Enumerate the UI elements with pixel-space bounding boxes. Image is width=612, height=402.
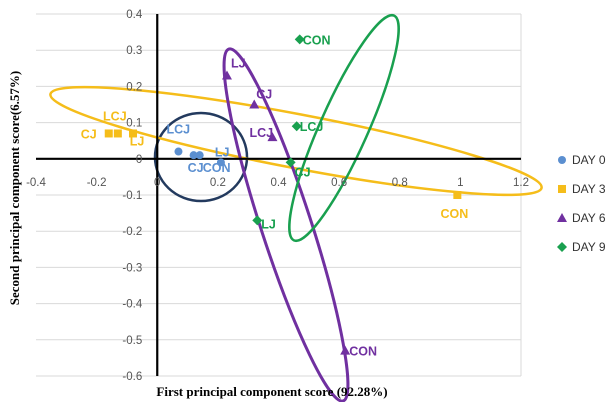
x-tick-label: 0.6: [331, 177, 347, 189]
legend-marker-day-3: [558, 185, 566, 193]
y-tick-label: -0.1: [122, 190, 142, 202]
axes: [36, 14, 521, 376]
x-tick-labels: -0.4 -0.2 0 0.2 0.4 0.6 0.8 1 1.2: [26, 177, 529, 189]
point-label-day-9-cj: CJ: [295, 165, 311, 179]
legend-label-day-0: DAY 0: [572, 153, 606, 167]
point-label-day-3-con: CON: [440, 207, 468, 221]
point-label-day-9-lcj: LCJ: [300, 120, 324, 134]
legend-marker-day-0: [558, 156, 566, 164]
point-label-day-0-cj: CJ: [188, 161, 204, 175]
legend-marker-day-6: [557, 213, 567, 222]
y-tick-label: -0.6: [122, 371, 142, 383]
data-point-day-0-lcj: [174, 147, 183, 156]
ellipse-day-3: [49, 85, 543, 197]
point-label-day-3-lcj: LCJ: [103, 109, 127, 123]
ellipse-day-6: [222, 47, 350, 402]
data-point-day-3-cj: [104, 129, 113, 138]
point-label-day-6-lcj: LCJ: [249, 126, 273, 140]
data-point-day-3-lj: [129, 129, 137, 138]
y-tick-label: 0.3: [126, 45, 142, 57]
data-point-day-3-con: [453, 191, 462, 199]
x-tick-label: 0.2: [210, 177, 226, 189]
data-point-day-6-cj: [249, 99, 260, 109]
point-label-day-6-lj: LJ: [231, 57, 246, 71]
legend: DAY 0 DAY 3 DAY 6 DAY 9: [557, 153, 606, 254]
legend-marker-day-9: [557, 242, 567, 252]
ellipse-day-0: [153, 111, 249, 203]
y-tick-label: 0.4: [126, 9, 143, 21]
gridlines: [36, 13, 522, 377]
legend-label-day-3: DAY 3: [572, 182, 606, 196]
x-tick-label: -0.2: [87, 177, 107, 189]
data-point-day-0-lj: [216, 158, 225, 167]
data-point-day-3-lcj: [113, 129, 122, 138]
point-label-day-6-cj: CJ: [256, 88, 272, 102]
y-tick-labels: 0.4 0.3 0.2 0.1 0 -0.1 -0.2 -0.3 -0.4 -0.5 -0.6: [122, 9, 142, 383]
x-tick-label: 0.4: [271, 177, 288, 189]
point-label-day-6-con: CON: [349, 345, 377, 359]
y-tick-label: -0.2: [122, 226, 142, 238]
data-points: [104, 34, 462, 355]
point-label-day-3-lj: LJ: [130, 134, 145, 148]
x-tick-label: -0.4: [26, 177, 46, 189]
data-point-day-0-con: [195, 151, 204, 160]
data-point-day-9-cj: [285, 157, 296, 168]
point-label-day-9-lj: LJ: [261, 217, 276, 231]
data-point-day-6-con: [340, 345, 351, 355]
point-label-day-3-cj: CJ: [81, 127, 97, 141]
data-point-day-6-lcj: [267, 132, 278, 142]
legend-label-day-9: DAY 9: [572, 240, 606, 254]
x-tick-label: 1.2: [513, 177, 529, 189]
y-tick-label: 0.1: [126, 118, 142, 130]
data-point-day-9-con: [294, 34, 305, 45]
y-tick-label: -0.4: [122, 299, 142, 311]
data-point-day-0-cj: [189, 151, 198, 160]
point-label-day-9-con: CON: [303, 33, 331, 47]
x-tick-label: 0: [154, 177, 160, 189]
x-tick-label: 0.8: [392, 177, 408, 189]
data-point-day-9-lj: [252, 215, 263, 226]
legend-label-day-6: DAY 6: [572, 211, 606, 225]
x-tick-label: 1: [457, 177, 463, 189]
y-tick-label: 0.2: [126, 81, 142, 93]
point-label-day-0-lj: LJ: [215, 145, 230, 159]
y-tick-label: -0.5: [122, 335, 142, 347]
point-label-day-0-con: CON: [203, 161, 231, 175]
data-point-day-9-lcj: [291, 121, 302, 132]
x-axis-title: First principal component score (92.28%): [156, 384, 387, 399]
data-point-day-6-lj: [221, 70, 232, 80]
y-tick-label: -0.3: [122, 262, 142, 274]
y-axis-title: Second principal component score(6.57%): [7, 71, 22, 305]
y-tick-label: 0: [136, 154, 142, 166]
group-ellipses: [49, 13, 543, 402]
ellipse-day-9: [288, 13, 400, 243]
point-label-day-0-lcj: LCJ: [166, 123, 190, 137]
